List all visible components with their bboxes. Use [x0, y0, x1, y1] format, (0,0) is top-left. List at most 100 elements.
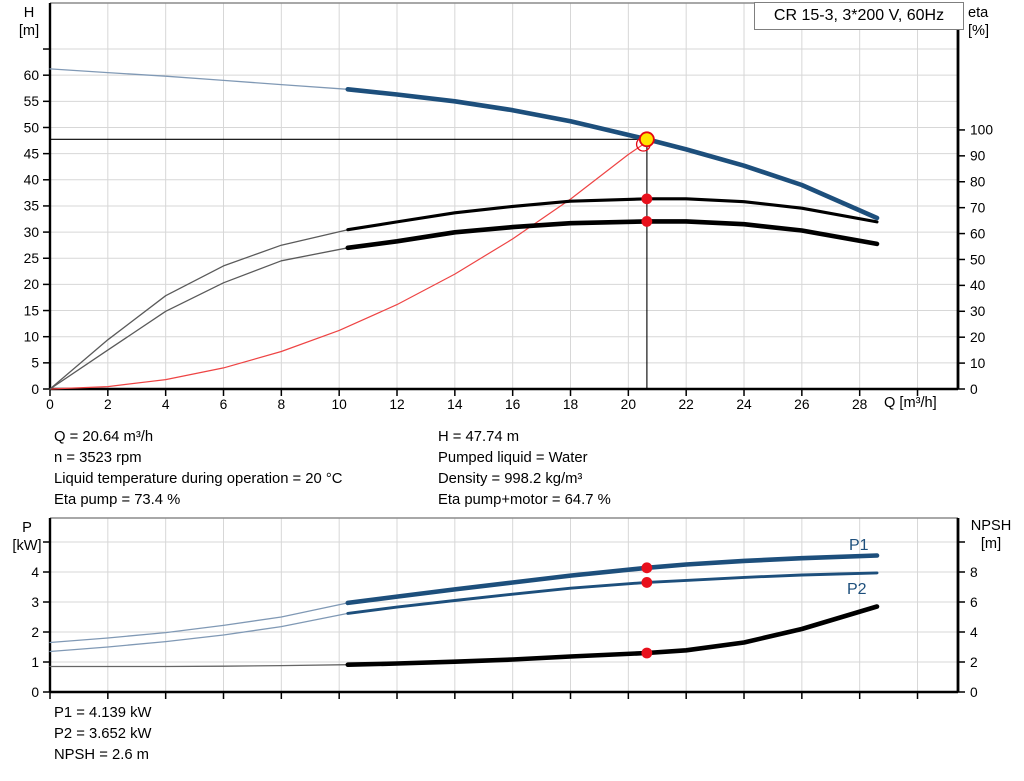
npsh-point — [641, 647, 653, 659]
left-tick-label: 1 — [31, 655, 39, 670]
left-tick-label: 0 — [31, 685, 39, 700]
left-tick-label: 55 — [24, 94, 40, 109]
right-tick-label: 4 — [970, 625, 978, 640]
eta-pump-motor-value: Eta pump+motor = 64.7 % — [438, 492, 611, 508]
x-tick-label: 22 — [678, 397, 693, 412]
eta-pump-curve — [346, 197, 879, 232]
left-tick-label: 45 — [24, 146, 40, 161]
p2-value: P2 = 3.652 kW — [54, 726, 152, 742]
right-tick-label: 2 — [970, 655, 978, 670]
right-tick-label: 80 — [970, 175, 986, 190]
p1-curve-thin — [49, 602, 349, 644]
npsh-curve-thin — [49, 664, 349, 668]
left-tick-label: 15 — [24, 303, 40, 318]
left-tick-label: 35 — [24, 199, 40, 214]
results-block: P1 = 4.139 kW P2 = 3.652 kW NPSH = 2.6 m — [54, 703, 151, 766]
x-tick-label: 26 — [794, 397, 810, 412]
right-tick-label: 50 — [970, 252, 986, 267]
x-tick-label: 12 — [389, 397, 404, 412]
p1-curve — [345, 553, 880, 606]
x-tick-label: 4 — [162, 397, 170, 412]
p2-point — [641, 577, 653, 588]
speed-value: n = 3523 rpm — [54, 450, 142, 466]
left-tick-label: 4 — [31, 565, 39, 580]
liquid-temperature-value: Liquid temperature during operation = 20… — [54, 471, 343, 487]
right-tick-label: 90 — [970, 149, 986, 164]
head-value: H = 47.74 m — [438, 429, 520, 445]
eta-pump-motor-curve — [345, 219, 880, 251]
operating-point-right-block: H = 47.74 m Pumped liquid = Water Densit… — [438, 427, 611, 511]
left-tick-label: 10 — [24, 329, 40, 344]
head-curve-thin — [49, 68, 349, 90]
right-tick-label: 70 — [970, 200, 986, 215]
head-axis-label: H [m] — [9, 4, 49, 40]
x-tick-label: 20 — [621, 397, 637, 412]
right-tick-label: 20 — [970, 330, 986, 345]
head-axis-symbol: H — [23, 5, 35, 21]
eta-axis-label: eta [%] — [968, 4, 1022, 40]
right-tick-label: 6 — [970, 595, 978, 610]
flow-axis-label: Q [m³/h] — [884, 395, 937, 411]
operating-point-left-block: Q = 20.64 m³/h n = 3523 rpm Liquid tempe… — [54, 427, 342, 511]
x-tick-label: 18 — [563, 397, 579, 412]
power-axis-unit: [kW] — [12, 538, 42, 554]
eta-pump-value: Eta pump = 73.4 % — [54, 492, 181, 508]
left-tick-label: 5 — [31, 356, 39, 371]
right-tick-label: 40 — [970, 278, 986, 293]
left-tick-label: 60 — [24, 68, 40, 83]
pumped-liquid-value: Pumped liquid = Water — [438, 450, 588, 466]
right-tick-label: 0 — [970, 685, 978, 700]
left-tick-label: 3 — [31, 595, 39, 610]
density-value: Density = 998.2 kg/m³ — [438, 471, 583, 487]
right-tick-label: 10 — [970, 356, 986, 371]
left-tick-label: 2 — [31, 625, 39, 640]
x-tick-label: 8 — [277, 397, 285, 412]
npsh-curve — [345, 604, 880, 668]
pump-title-box: CR 15-3, 3*200 V, 60Hz — [754, 2, 964, 30]
eta-pump-motor-point — [641, 215, 653, 227]
x-tick-label: 10 — [331, 397, 347, 412]
left-tick-label: 25 — [24, 251, 40, 266]
x-tick-label: 28 — [852, 397, 868, 412]
head-curve — [345, 87, 880, 221]
right-tick-label: 30 — [970, 304, 986, 319]
x-tick-label: 2 — [104, 397, 112, 412]
eta-pump-curve-thin — [49, 229, 349, 390]
left-tick-label: 30 — [24, 225, 40, 240]
right-tick-label: 100 — [970, 123, 993, 138]
duty-point — [638, 131, 655, 148]
x-tick-label: 16 — [505, 397, 521, 412]
system-curve — [49, 143, 645, 390]
power-axis-symbol: P — [22, 520, 32, 536]
p2-curve-label: P2 — [847, 581, 867, 598]
right-tick-label: 60 — [970, 226, 986, 241]
x-tick-label: 24 — [736, 397, 752, 412]
x-tick-label: 14 — [447, 397, 463, 412]
npsh-axis-label: NPSH [m] — [961, 517, 1021, 553]
x-tick-label: 6 — [220, 397, 228, 412]
npsh-axis-unit: [m] — [980, 536, 1002, 552]
eta-axis-unit: [%] — [968, 23, 990, 39]
left-tick-label: 20 — [24, 277, 40, 292]
npsh-axis-symbol: NPSH — [970, 518, 1012, 534]
p1-curve-label: P1 — [849, 537, 869, 554]
p2-curve — [346, 571, 879, 615]
right-tick-label: 0 — [970, 382, 978, 397]
head-efficiency-chart: 0 2 4 6 8 10 12 14 16 18 20 22 24 26 28051015202530354… — [24, 2, 993, 412]
left-tick-label: 0 — [31, 382, 39, 397]
eta-pump-motor-curve-thin — [49, 247, 349, 390]
power-npsh-chart: 0 1 2 3 4 0 2 4 6 8 — [31, 517, 978, 700]
flow-value: Q = 20.64 m³/h — [54, 429, 154, 445]
eta-axis-symbol: eta — [968, 5, 989, 21]
npsh-value: NPSH = 2.6 m — [54, 747, 149, 763]
p2-curve-thin — [49, 612, 349, 653]
right-tick-label: 8 — [970, 565, 978, 580]
left-tick-label: 50 — [24, 120, 40, 135]
head-axis-unit: [m] — [18, 23, 40, 39]
p1-value: P1 = 4.139 kW — [54, 705, 152, 721]
left-tick-label: 40 — [24, 173, 40, 188]
power-axis-label: P [kW] — [6, 519, 48, 555]
x-tick-label: 0 — [46, 397, 54, 412]
